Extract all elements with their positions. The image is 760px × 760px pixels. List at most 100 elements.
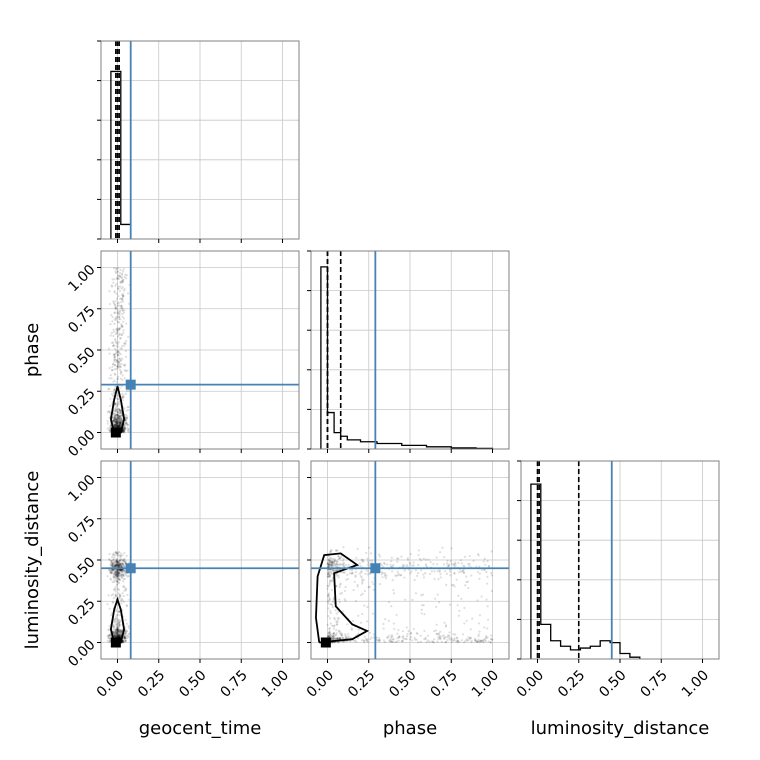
sample-point [116,413,119,417]
sample-point [444,624,448,627]
sample-point [338,636,342,640]
sample-point [333,624,336,627]
sample-point [122,428,126,431]
sample-point [114,559,118,562]
sample-point [112,412,115,415]
sample-point [113,418,116,421]
sample-point [116,577,119,580]
sample-point [117,419,120,422]
sample-point [369,559,372,562]
sample-point [114,572,117,575]
xtick-label-geocent_time-2: 0.50 [176,667,209,700]
sample-point [117,560,120,564]
sample-point [121,563,125,566]
sample-point [330,603,334,606]
sample-point [455,640,458,643]
sample-point [108,558,111,562]
sample-point [328,583,331,586]
sample-point [113,587,116,591]
sample-point [465,575,468,578]
sample-point [113,402,117,405]
sample-point [113,568,116,571]
sample-point [337,557,340,561]
sample-point [112,558,116,562]
sample-point [112,419,115,423]
sample-point [121,298,124,302]
sample-point [335,623,339,626]
sample-point [370,636,373,639]
sample-point [114,421,117,424]
sample-point [115,317,118,320]
sample-point [474,639,477,642]
sample-point [454,633,457,636]
sample-point [119,552,123,555]
sample-point [114,554,117,557]
sample-point [116,302,119,305]
sample-point [117,425,121,428]
sample-point [115,421,118,425]
xtick-label-geocent_time-0: 0.00 [94,667,127,700]
sample-point [450,562,453,565]
sample-point [120,347,123,350]
sample-point [113,565,116,568]
sample-point [114,414,118,417]
sample-point [120,304,123,308]
sample-point [114,409,117,412]
sample-point [120,573,123,576]
sample-point [117,592,120,595]
sample-point [350,628,353,631]
sample-point [114,570,117,573]
sample-point [118,632,121,636]
sample-point [333,618,336,621]
sample-point [450,637,453,640]
sample-point [444,570,447,573]
sample-point [117,415,120,418]
sample-point [330,563,333,566]
sample-point [450,547,453,550]
sample-point [112,301,115,305]
sample-point [117,321,121,324]
sample-point [329,562,332,565]
sample-point [122,585,125,588]
sample-point [118,635,121,638]
sample-point [327,564,331,567]
sample-point [463,555,467,558]
sample-point [117,629,121,632]
sample-point [121,294,125,297]
sample-point [119,559,122,562]
sample-point [117,551,120,554]
sample-point [363,635,366,638]
sample-point [127,389,130,392]
sample-point [327,575,330,579]
sample-point [127,405,130,409]
sample-point [327,563,330,567]
panel-content-phase_vs_geocent_time [101,251,299,449]
sample-point [120,324,123,327]
sample-point [485,636,488,640]
sample-point [114,572,117,576]
sample-point [118,424,121,427]
sample-point [421,603,424,607]
sample-point [113,618,117,621]
sample-point [119,280,122,284]
sample-point [456,639,460,642]
sample-point [327,558,330,562]
sample-point [113,415,116,418]
sample-point [117,574,120,577]
sample-point [338,585,341,588]
sample-point [117,312,120,315]
sample-point [115,423,118,426]
sample-point [124,363,127,366]
sample-point [438,570,441,573]
sample-point [423,613,426,616]
sample-point [108,410,111,414]
sample-point [115,563,118,566]
sample-point [486,575,489,578]
sample-point [116,634,119,637]
sample-point [410,570,413,573]
sample-point [113,414,117,417]
sample-point [397,557,400,560]
sample-point [124,630,127,633]
sample-point [330,637,333,640]
sample-point [335,628,338,632]
